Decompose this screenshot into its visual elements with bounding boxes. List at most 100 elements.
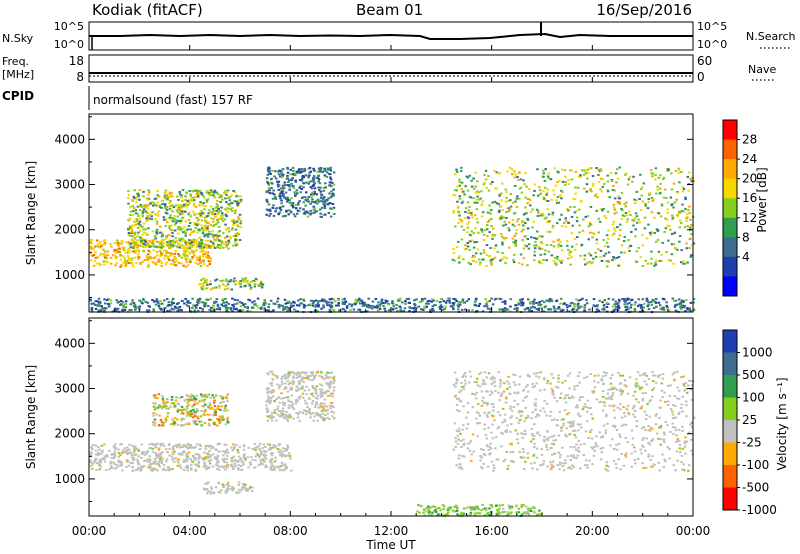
power-cell xyxy=(288,185,291,188)
velocity-cell xyxy=(208,424,212,427)
velocity-cell xyxy=(217,405,220,407)
velocity-cell xyxy=(313,388,317,391)
power-cell xyxy=(203,233,207,236)
power-cell xyxy=(203,216,207,219)
power-cell xyxy=(597,231,600,234)
power-cell xyxy=(542,190,545,193)
power-cell xyxy=(316,176,320,179)
power-cell xyxy=(172,206,176,208)
power-cell xyxy=(143,222,146,225)
power-cell xyxy=(528,309,531,312)
power-cell xyxy=(286,300,289,303)
power-cell xyxy=(385,301,388,304)
power-cell xyxy=(685,307,689,310)
power-cell xyxy=(583,258,586,261)
velocity-cell xyxy=(93,461,97,464)
power-cell xyxy=(176,306,180,309)
power-cell xyxy=(219,195,223,198)
power-cell xyxy=(476,180,479,183)
velocity-cell xyxy=(193,421,197,424)
power-cell xyxy=(344,300,348,303)
power-cell xyxy=(309,202,312,205)
velocity-cell xyxy=(192,446,196,449)
power-cell xyxy=(160,252,163,255)
power-cell xyxy=(316,310,319,313)
power-cell xyxy=(330,194,334,197)
velocity-cell xyxy=(182,451,186,454)
power-cell xyxy=(571,308,574,311)
power-cell xyxy=(183,255,187,257)
velocity-cell xyxy=(287,452,291,455)
power-cell xyxy=(267,209,270,212)
power-cell xyxy=(300,197,304,200)
power-cell xyxy=(457,257,461,260)
power-cell xyxy=(635,215,639,218)
velocity-cell xyxy=(232,443,235,446)
power-cell xyxy=(92,264,96,267)
velocity-cell xyxy=(288,455,292,458)
power-cell xyxy=(193,202,196,205)
power-cell xyxy=(138,205,141,208)
power-cell xyxy=(633,202,637,205)
power-cell xyxy=(458,184,461,187)
power-cell xyxy=(510,168,514,171)
velocity-cell xyxy=(189,415,192,417)
power-cell xyxy=(534,244,538,247)
power-cell xyxy=(293,172,296,175)
power-cell xyxy=(473,241,476,244)
power-cell xyxy=(196,298,200,301)
velocity-cell xyxy=(244,459,247,461)
velocity-cell xyxy=(459,389,463,392)
power-cell xyxy=(469,240,472,243)
power-cell xyxy=(218,307,221,309)
velocity-cell xyxy=(301,385,304,388)
power-cell xyxy=(90,308,94,311)
power-cell xyxy=(395,304,398,306)
velocity-cell xyxy=(289,388,292,391)
power-cell xyxy=(126,260,129,263)
power-cell xyxy=(318,182,322,185)
power-cell xyxy=(383,307,386,310)
power-cell xyxy=(191,304,195,307)
power-cell xyxy=(147,227,150,230)
power-cell xyxy=(185,192,188,195)
velocity-cell xyxy=(134,448,137,451)
velocity-cell xyxy=(664,420,667,423)
power-cell xyxy=(224,297,227,300)
power-cell xyxy=(283,306,286,309)
power-cell xyxy=(597,180,601,183)
power-cell xyxy=(220,240,223,243)
power-cell xyxy=(218,230,221,233)
power-cell xyxy=(599,207,603,210)
power-cell xyxy=(130,229,134,232)
power-cell xyxy=(98,302,101,305)
power-cell xyxy=(175,240,178,243)
power-cell xyxy=(224,190,228,193)
velocity-cell xyxy=(610,395,614,398)
power-cell xyxy=(470,230,473,233)
power-cell xyxy=(651,198,655,201)
power-cell xyxy=(508,208,512,211)
power-cell xyxy=(439,305,443,308)
power-cell xyxy=(513,225,516,227)
velocity-cell xyxy=(223,443,226,446)
velocity-region xyxy=(202,481,254,495)
power-cell xyxy=(680,222,683,225)
power-cell xyxy=(100,245,103,248)
power-cell xyxy=(299,298,302,301)
power-cell xyxy=(166,212,169,215)
power-cell xyxy=(277,170,280,173)
power-cell xyxy=(458,255,461,258)
power-cell xyxy=(195,304,199,307)
power-cell xyxy=(113,242,116,245)
power-cell xyxy=(539,189,542,192)
power-cell xyxy=(303,306,306,309)
power-cell xyxy=(518,171,521,174)
power-cell xyxy=(572,308,575,311)
power-cell xyxy=(577,302,580,305)
power-cell xyxy=(341,301,345,304)
power-cell xyxy=(689,301,693,304)
power-cell xyxy=(127,258,130,261)
velocity-cell xyxy=(599,436,603,439)
velocity-cell xyxy=(148,447,151,450)
